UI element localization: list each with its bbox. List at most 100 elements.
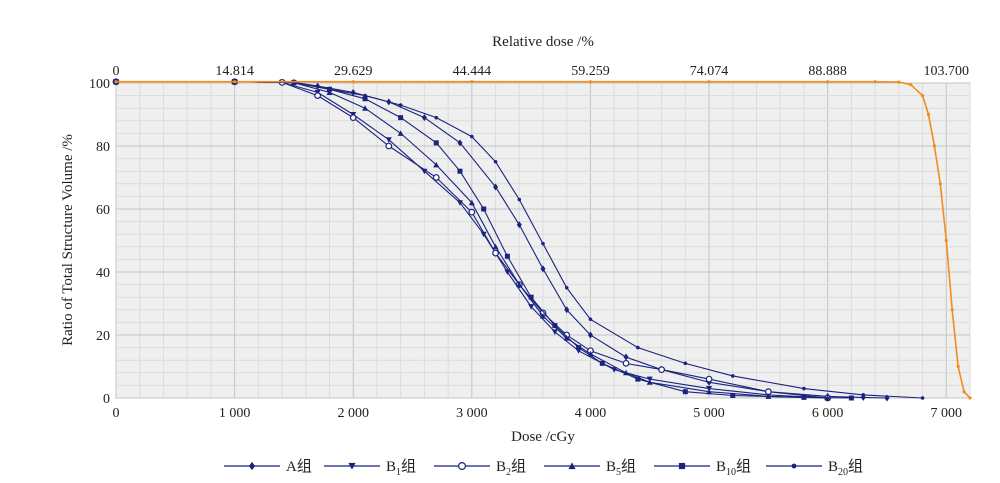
- x-tick-label: 1 000: [219, 406, 251, 421]
- dot-marker: [932, 144, 937, 148]
- diamond-marker: [587, 331, 593, 339]
- x-tick-label: 0: [113, 406, 120, 421]
- legend-item: B1组: [324, 458, 416, 478]
- square-marker: [599, 360, 605, 366]
- dot-marker: [470, 80, 474, 84]
- triangle-up-marker: [516, 281, 523, 288]
- dot-marker: [588, 317, 593, 322]
- dot-marker: [636, 345, 640, 350]
- dot-marker: [938, 182, 942, 186]
- dot-marker: [730, 374, 735, 378]
- dot-marker: [114, 80, 118, 84]
- diamond-marker: [516, 221, 522, 229]
- legend-label: B20组: [828, 458, 863, 478]
- triangle-up-marker: [326, 89, 333, 95]
- y-tick-label: 60: [96, 203, 110, 218]
- square-marker: [504, 253, 510, 259]
- legend-label: A组: [286, 458, 312, 475]
- legend-label: B10组: [716, 458, 751, 478]
- legend-label: B2组: [496, 458, 526, 478]
- dot-marker: [541, 241, 545, 246]
- triangle-down-marker: [385, 137, 392, 143]
- triangle-down-marker: [348, 462, 356, 470]
- y-tick-label: 100: [89, 77, 110, 92]
- square-marker: [801, 394, 807, 400]
- dot-marker: [962, 390, 966, 394]
- triangle-up-marker: [568, 462, 576, 470]
- triangle-up-marker: [492, 243, 499, 250]
- square-marker: [481, 206, 487, 212]
- x-tick-label: 4 000: [575, 406, 607, 421]
- legend-item: B2组: [434, 458, 526, 478]
- series-6: [114, 80, 972, 400]
- dot-marker: [926, 112, 931, 117]
- dot-marker: [470, 134, 474, 139]
- series-lines: [112, 78, 972, 402]
- x-tick-label: 3 000: [456, 406, 488, 421]
- dot-marker: [944, 238, 948, 243]
- top-tick-label: 59.259: [571, 64, 610, 79]
- open-circle-marker: [458, 462, 467, 471]
- triangle-up-marker: [540, 313, 546, 319]
- triangle-up-marker: [397, 130, 404, 136]
- y-ticks: 0 20 40 60 80 100: [89, 77, 110, 407]
- legend-label: B5组: [606, 458, 636, 478]
- triangle-up-marker: [563, 335, 570, 341]
- dot-marker: [861, 393, 866, 397]
- y-axis-title: Ratio of Total Structure Volume /%: [60, 134, 76, 346]
- series-line: [116, 81, 828, 399]
- open-circle-marker: [432, 174, 440, 181]
- x-axis-title: Dose /cGy: [511, 429, 575, 445]
- square-marker: [457, 168, 463, 174]
- square-marker: [398, 115, 404, 121]
- grid-lines: [115, 82, 971, 399]
- triangle-down-marker: [528, 304, 535, 310]
- series-line: [116, 81, 828, 399]
- dot-marker: [897, 80, 901, 84]
- legend-item: B20组: [766, 458, 863, 478]
- legend-item: A组: [224, 458, 312, 475]
- top-tick-label: 103.700: [924, 64, 970, 79]
- diamond-marker: [457, 139, 463, 147]
- triangle-up-marker: [468, 199, 475, 206]
- dot-marker: [493, 159, 498, 164]
- y-tick-label: 20: [96, 329, 110, 344]
- dot-marker: [920, 94, 925, 98]
- top-tick-label: 74.074: [690, 64, 729, 79]
- square-marker: [576, 345, 582, 351]
- square-marker: [362, 96, 368, 102]
- y-tick-label: 0: [103, 392, 110, 407]
- dot-marker: [363, 93, 367, 98]
- square-marker: [682, 389, 688, 395]
- legend-item: B10组: [654, 458, 751, 478]
- dot-marker: [956, 364, 960, 369]
- square-marker: [433, 140, 439, 146]
- dot-marker: [791, 463, 797, 469]
- x-tick-label: 6 000: [812, 406, 844, 421]
- dot-marker: [398, 103, 403, 107]
- open-circle-marker: [705, 375, 713, 383]
- dot-marker: [950, 308, 954, 312]
- triangle-up-marker: [433, 161, 440, 168]
- top-tick-label: 14.814: [215, 64, 254, 79]
- top-tick-label: 44.444: [453, 64, 492, 79]
- dot-marker: [968, 396, 972, 400]
- diamond-marker: [493, 183, 499, 191]
- top-tick-label: 29.629: [334, 64, 373, 79]
- square-marker: [848, 395, 854, 401]
- x-ticks: 0 1 000 2 000 3 000 4 000 5 000 6 000 7 000: [113, 406, 963, 421]
- square-marker: [730, 392, 736, 398]
- open-circle-marker: [349, 114, 357, 122]
- square-marker: [528, 294, 534, 300]
- square-marker: [678, 462, 686, 470]
- dot-marker: [707, 80, 711, 84]
- dot-marker: [683, 361, 688, 366]
- dot-marker: [564, 285, 569, 290]
- top-tick-label: 0: [113, 64, 120, 79]
- dot-marker: [802, 386, 806, 391]
- legend-label: B1组: [386, 458, 416, 478]
- series-5: [114, 79, 925, 400]
- triangle-down-marker: [480, 231, 487, 238]
- x-tick-label: 5 000: [693, 406, 725, 421]
- legend-item: B5组: [544, 458, 636, 478]
